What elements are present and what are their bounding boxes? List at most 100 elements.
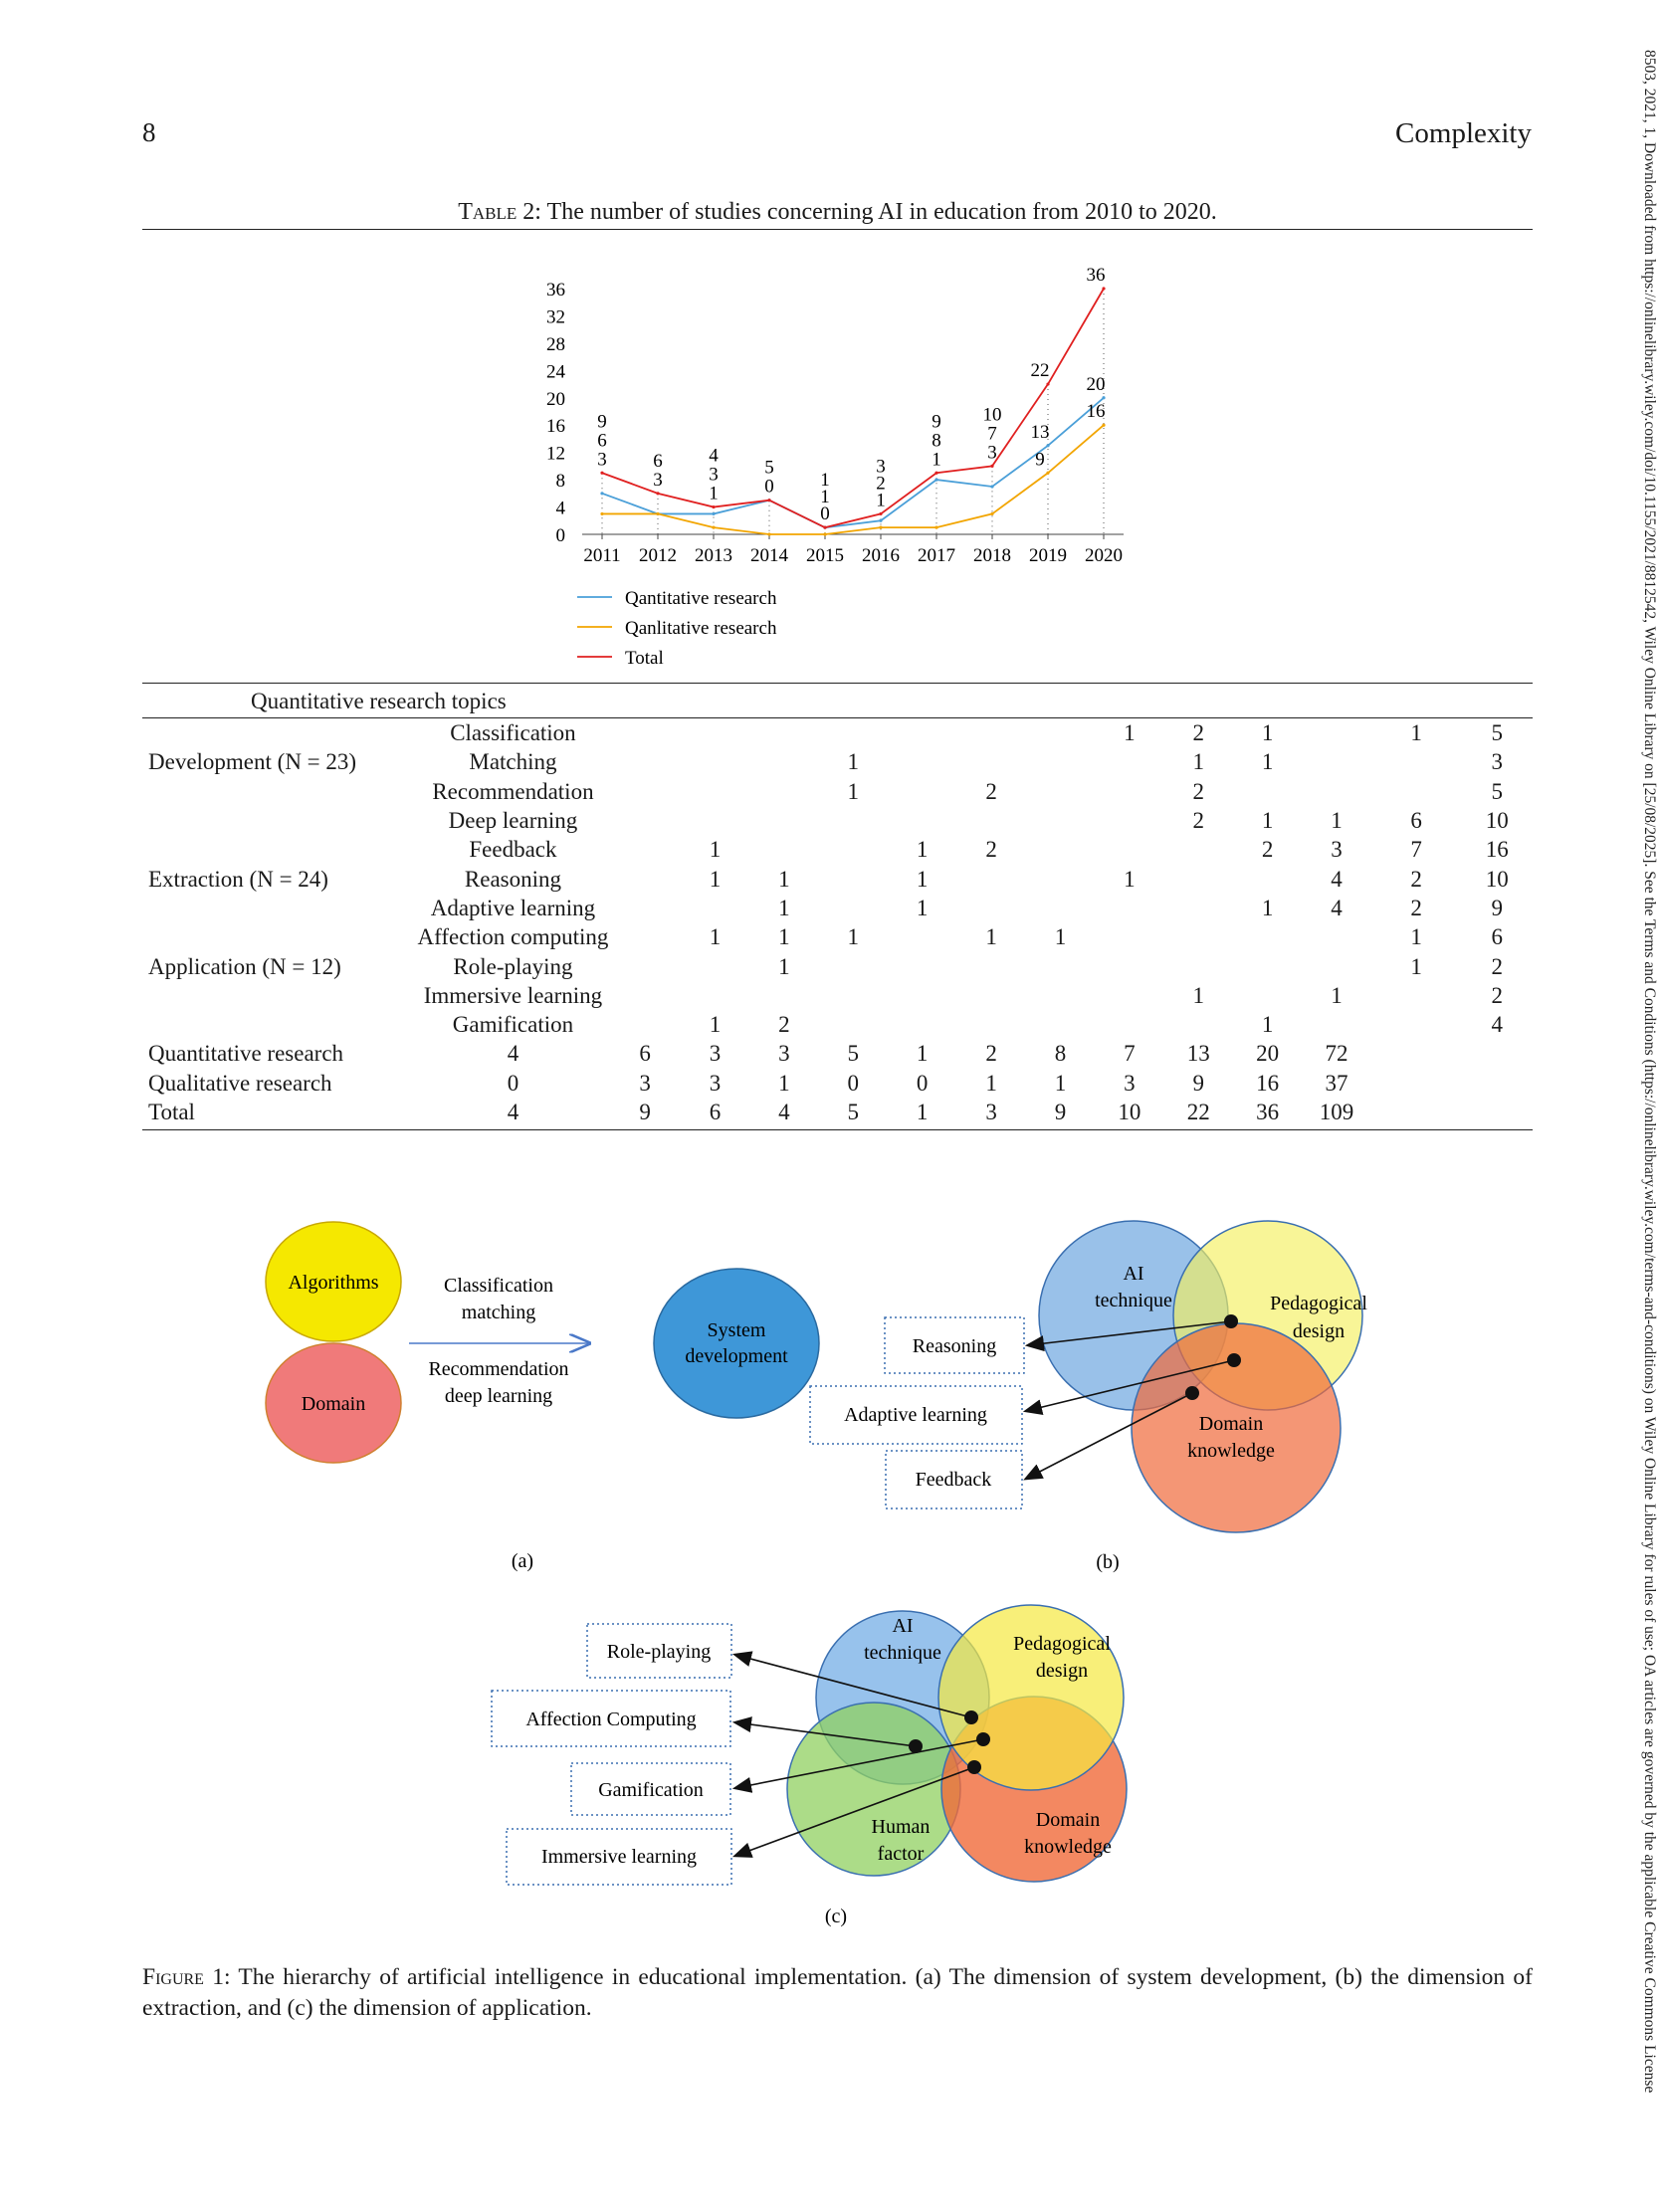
summary-cell	[1371, 1069, 1462, 1098]
arrow-to-immersive	[731, 1766, 975, 1858]
data-point	[1046, 444, 1050, 448]
table-cell: 1	[1331, 808, 1343, 834]
table-cell: 4	[1331, 866, 1343, 892]
table-caption: Table 2: The number of studies concernin…	[142, 199, 1533, 226]
x-tick-label: 2014	[750, 545, 789, 566]
table-cell	[1095, 1010, 1163, 1039]
panel-a-label: (a)	[512, 1550, 533, 1572]
table-cell	[1026, 1010, 1095, 1039]
table-cell	[1164, 922, 1233, 951]
y-tick-label: 8	[556, 471, 566, 492]
summary-cell: 1	[1054, 1070, 1067, 1096]
y-tick-label: 32	[546, 306, 565, 327]
summary-cell: 8	[1054, 1041, 1067, 1067]
c-dom-label-1: Domain	[1036, 1809, 1100, 1831]
table-cell: 3	[1331, 837, 1343, 863]
data-point	[990, 464, 994, 468]
table-cell: 1	[1261, 895, 1274, 920]
data-point	[600, 492, 604, 496]
table-cell: 1	[1054, 924, 1067, 950]
table-cell	[1026, 864, 1095, 893]
point-label: 1	[820, 487, 830, 507]
table-topic: Classification	[450, 720, 576, 746]
arrow-to-reasoning	[1024, 1320, 1232, 1352]
series-lines	[600, 287, 1106, 536]
table-cell	[888, 1010, 956, 1039]
point-label: 8	[932, 430, 941, 451]
c-human-factor-circle	[786, 1702, 961, 1877]
table-row: Immersive learning 1 1 2	[142, 981, 1533, 1010]
table-row: Extraction (N = 24) Reasoning 1 1 1 1 4 2 10	[142, 864, 1533, 893]
table-row: Recommendation 1 2 2 5	[142, 777, 1533, 806]
box-adaptive-learning	[809, 1385, 1023, 1445]
data-point	[600, 471, 604, 475]
table-cell: 2	[1491, 953, 1504, 979]
table-cell: 1	[1261, 808, 1274, 834]
x-tick-label: 2019	[1029, 545, 1067, 566]
table-cell: 6	[1410, 808, 1422, 834]
summary-cell	[1371, 1098, 1462, 1126]
summary-label: Quantitative research	[148, 1041, 344, 1067]
table-cell: 1	[1410, 924, 1422, 950]
data-point	[990, 511, 994, 516]
summary-cell: 3	[709, 1041, 722, 1067]
table-cell: 1	[1261, 720, 1274, 746]
table-cell	[1302, 718, 1370, 747]
table-cell: 5	[1491, 720, 1504, 746]
data-point	[879, 518, 883, 522]
table-cell	[1095, 806, 1163, 835]
table-cell: 2	[985, 778, 997, 804]
table-cell	[1026, 835, 1095, 864]
box-feedback	[885, 1450, 1023, 1509]
table-topic: Adaptive learning	[430, 895, 596, 920]
table-cell	[681, 747, 749, 776]
table-cell: 2	[1192, 720, 1204, 746]
table-cell	[819, 806, 888, 835]
table-cell	[1233, 981, 1302, 1010]
figure-caption-label: Figure 1:	[142, 1964, 231, 1990]
point-label: 3	[653, 470, 663, 491]
point-label: 6	[653, 451, 663, 472]
algorithms-label: Algorithms	[288, 1272, 378, 1294]
data-point	[656, 511, 660, 516]
table-cell	[1164, 1010, 1233, 1039]
table-cell: 2	[985, 837, 997, 863]
table-cell	[1371, 747, 1462, 776]
table-cell: 1	[1261, 749, 1274, 775]
b-dot-3	[1185, 1386, 1199, 1400]
point-label: 13	[1031, 422, 1050, 443]
algorithms-circle	[265, 1221, 402, 1342]
table-group-label	[142, 894, 417, 922]
point-label: 3	[987, 442, 997, 463]
table-group-label	[142, 806, 417, 835]
table-topic: Affection computing	[417, 924, 609, 950]
point-label: 36	[1087, 265, 1106, 286]
x-tick-label: 2017	[918, 545, 955, 566]
c-human-label-2: factor	[878, 1843, 925, 1865]
table-cell	[681, 777, 749, 806]
x-tick-label: 2016	[862, 545, 900, 566]
table-cell: 1	[1410, 720, 1422, 746]
box-affection-label: Affection Computing	[525, 1709, 696, 1730]
point-label: 6	[597, 430, 607, 451]
arrow-to-adaptive	[1022, 1359, 1235, 1415]
table-row: Development (N = 23) Matching 1 1 1 3	[142, 747, 1533, 776]
panel-b: AI technique Pedagogical design Domain k…	[809, 1220, 1367, 1573]
table-cell	[1164, 951, 1233, 980]
table-cell: 10	[1485, 866, 1509, 892]
table-cell	[1302, 777, 1370, 806]
data-point	[656, 492, 660, 496]
summary-cell: 4	[507, 1041, 519, 1067]
x-axis: 2011 2012 2013 2014 2015 2016 2017 2018 2019 2020	[582, 533, 1124, 566]
topics-table: Classification 1 2 1 1 5 Development (N = 23) M…	[142, 718, 1533, 1126]
table-cell: 1	[1192, 749, 1204, 775]
box-immersive-label: Immersive learning	[541, 1846, 697, 1868]
table-cell	[1371, 981, 1462, 1010]
point-label: 4	[709, 446, 719, 467]
table-header-rule	[142, 717, 1533, 718]
y-tick-label: 20	[546, 389, 565, 410]
summary-cell: 22	[1186, 1100, 1210, 1124]
summary-cell: 20	[1256, 1041, 1280, 1067]
summary-cell: 5	[847, 1041, 860, 1067]
table-cell: 3	[1491, 749, 1504, 775]
